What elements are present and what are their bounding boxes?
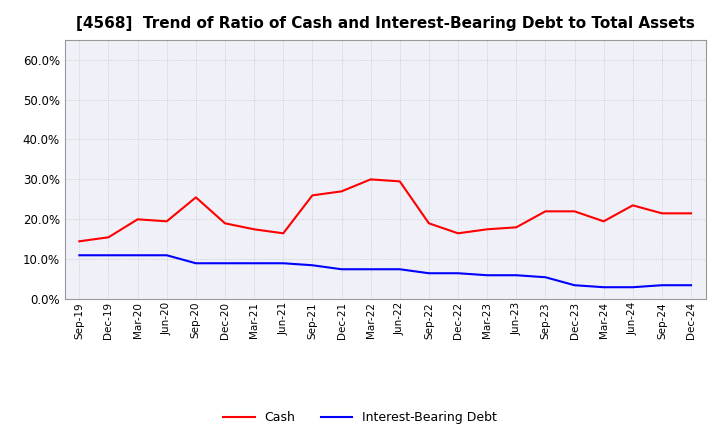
Cash — [454, 231, 462, 236]
Interest-Bearing Debt — [220, 260, 229, 266]
Interest-Bearing Debt — [541, 275, 550, 280]
Cash — [337, 189, 346, 194]
Interest-Bearing Debt — [192, 260, 200, 266]
Line: Cash: Cash — [79, 180, 691, 241]
Cash — [250, 227, 258, 232]
Cash — [279, 231, 287, 236]
Cash — [163, 219, 171, 224]
Cash — [657, 211, 666, 216]
Line: Interest-Bearing Debt: Interest-Bearing Debt — [79, 255, 691, 287]
Interest-Bearing Debt — [75, 253, 84, 258]
Interest-Bearing Debt — [512, 273, 521, 278]
Interest-Bearing Debt — [133, 253, 142, 258]
Interest-Bearing Debt — [366, 267, 375, 272]
Interest-Bearing Debt — [629, 285, 637, 290]
Cash — [366, 177, 375, 182]
Cash — [541, 209, 550, 214]
Interest-Bearing Debt — [599, 285, 608, 290]
Cash — [425, 221, 433, 226]
Cash — [104, 235, 113, 240]
Cash — [133, 216, 142, 222]
Cash — [483, 227, 492, 232]
Cash — [629, 203, 637, 208]
Cash — [220, 221, 229, 226]
Interest-Bearing Debt — [104, 253, 113, 258]
Interest-Bearing Debt — [163, 253, 171, 258]
Title: [4568]  Trend of Ratio of Cash and Interest-Bearing Debt to Total Assets: [4568] Trend of Ratio of Cash and Intere… — [76, 16, 695, 32]
Interest-Bearing Debt — [570, 282, 579, 288]
Interest-Bearing Debt — [657, 282, 666, 288]
Interest-Bearing Debt — [454, 271, 462, 276]
Interest-Bearing Debt — [308, 263, 317, 268]
Cash — [75, 238, 84, 244]
Interest-Bearing Debt — [687, 282, 696, 288]
Cash — [395, 179, 404, 184]
Interest-Bearing Debt — [279, 260, 287, 266]
Cash — [687, 211, 696, 216]
Cash — [512, 225, 521, 230]
Cash — [192, 195, 200, 200]
Cash — [308, 193, 317, 198]
Cash — [599, 219, 608, 224]
Interest-Bearing Debt — [250, 260, 258, 266]
Cash — [570, 209, 579, 214]
Interest-Bearing Debt — [483, 273, 492, 278]
Interest-Bearing Debt — [425, 271, 433, 276]
Interest-Bearing Debt — [395, 267, 404, 272]
Interest-Bearing Debt — [337, 267, 346, 272]
Legend: Cash, Interest-Bearing Debt: Cash, Interest-Bearing Debt — [218, 407, 502, 429]
